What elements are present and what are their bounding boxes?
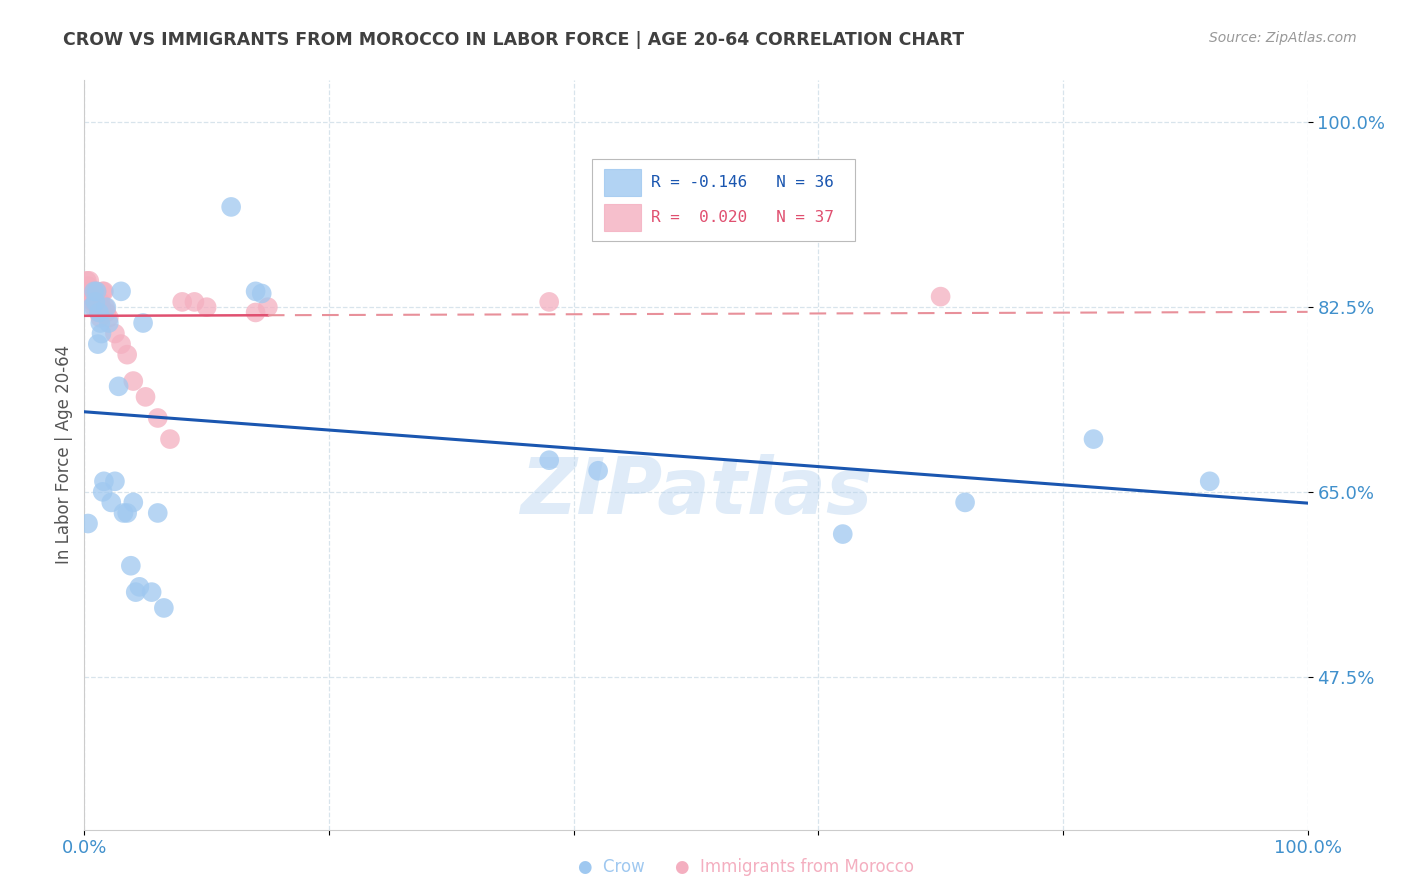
Point xyxy=(97,316,120,330)
Point xyxy=(91,484,114,499)
Point xyxy=(115,506,138,520)
Point xyxy=(87,305,110,319)
Point xyxy=(219,200,242,214)
Point xyxy=(89,316,111,330)
Point xyxy=(250,286,273,301)
Point xyxy=(77,516,100,531)
Y-axis label: In Labor Force | Age 20-64: In Labor Force | Age 20-64 xyxy=(55,345,73,565)
Point xyxy=(76,274,98,288)
Point xyxy=(84,290,107,304)
Point xyxy=(96,300,118,314)
Point xyxy=(89,294,111,309)
Point xyxy=(146,411,169,425)
Point xyxy=(112,506,135,520)
Point xyxy=(132,316,155,330)
Point xyxy=(87,337,110,351)
Point xyxy=(83,285,105,299)
Point xyxy=(538,294,561,309)
Point xyxy=(831,527,853,541)
Point xyxy=(86,285,108,299)
Point xyxy=(115,348,138,362)
Point xyxy=(96,305,118,319)
Text: CROW VS IMMIGRANTS FROM MOROCCO IN LABOR FORCE | AGE 20-64 CORRELATION CHART: CROW VS IMMIGRANTS FROM MOROCCO IN LABOR… xyxy=(63,31,965,49)
Point xyxy=(538,453,561,467)
Point xyxy=(80,290,103,304)
Point xyxy=(87,305,110,319)
Point xyxy=(107,379,129,393)
Point xyxy=(87,300,110,314)
Point xyxy=(77,274,100,288)
Point xyxy=(79,285,101,299)
Point xyxy=(257,300,280,314)
Text: Source: ZipAtlas.com: Source: ZipAtlas.com xyxy=(1209,31,1357,45)
Point xyxy=(86,285,108,299)
Point xyxy=(91,285,114,299)
Point xyxy=(82,294,104,309)
Text: R =  0.020   N = 37: R = 0.020 N = 37 xyxy=(651,210,834,225)
Point xyxy=(128,580,150,594)
Point xyxy=(159,432,181,446)
Point xyxy=(84,294,107,309)
Point xyxy=(153,601,176,615)
Point xyxy=(104,475,127,489)
Point xyxy=(146,506,169,520)
Point xyxy=(120,558,142,573)
Point xyxy=(90,300,112,314)
Point xyxy=(100,495,122,509)
Text: ●  Immigrants from Morocco: ● Immigrants from Morocco xyxy=(675,858,914,876)
Point xyxy=(89,310,111,325)
Point xyxy=(83,300,105,314)
Point xyxy=(87,294,110,309)
Point xyxy=(94,300,117,314)
Point xyxy=(141,585,163,599)
Point xyxy=(929,290,952,304)
Point xyxy=(245,305,267,319)
Point xyxy=(97,310,120,325)
Point xyxy=(110,285,132,299)
Point xyxy=(93,285,115,299)
Point xyxy=(110,337,132,351)
Text: R = -0.146   N = 36: R = -0.146 N = 36 xyxy=(651,176,834,190)
Point xyxy=(82,285,104,299)
Point xyxy=(953,495,976,509)
Point xyxy=(86,290,108,304)
Point xyxy=(83,285,105,299)
Point xyxy=(1083,432,1105,446)
FancyBboxPatch shape xyxy=(592,159,855,242)
Point xyxy=(122,495,145,509)
Point xyxy=(172,294,194,309)
FancyBboxPatch shape xyxy=(605,169,641,196)
Point xyxy=(245,285,267,299)
Point xyxy=(586,464,609,478)
Point xyxy=(93,475,115,489)
Point xyxy=(77,279,100,293)
Point xyxy=(80,300,103,314)
Point xyxy=(104,326,127,341)
Point xyxy=(183,294,205,309)
Text: ZIPatlas: ZIPatlas xyxy=(520,454,872,531)
FancyBboxPatch shape xyxy=(605,204,641,231)
Text: ●  Crow: ● Crow xyxy=(578,858,645,876)
Point xyxy=(122,374,145,388)
Point xyxy=(125,585,148,599)
Point xyxy=(195,300,218,314)
Point xyxy=(135,390,157,404)
Point xyxy=(1198,475,1220,489)
Point xyxy=(90,326,112,341)
